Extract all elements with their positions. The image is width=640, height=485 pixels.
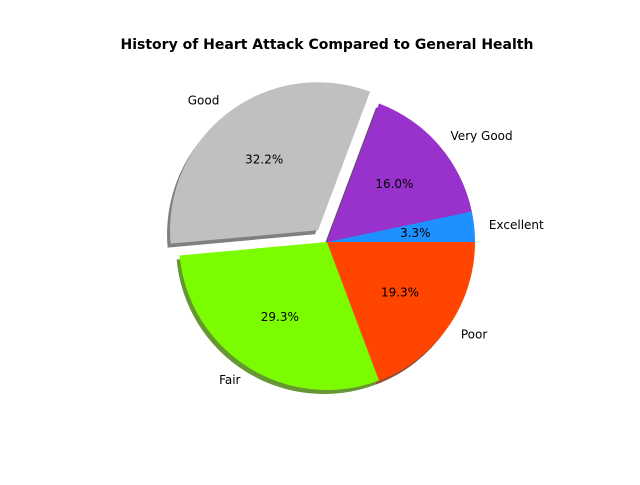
slice-label-fair: Fair: [219, 373, 240, 387]
pie-slice-good: [170, 82, 371, 244]
slice-labels: Excellent 3.3% Very Good 16.0% Good 32.2% Fair…: [188, 94, 544, 387]
chart-title: History of Heart Attack Compared to Gene…: [121, 37, 534, 53]
slice-label-good: Good: [188, 94, 220, 108]
slice-label-very-good: Very Good: [451, 129, 513, 143]
slice-percent-excellent: 3.3%: [400, 226, 431, 240]
pie-slice-very-good: [327, 103, 472, 242]
pie-slices: [170, 82, 475, 390]
slice-label-poor: Poor: [461, 328, 487, 342]
pie-slice-poor: [327, 242, 475, 381]
slice-percent-good: 32.2%: [245, 153, 283, 167]
pie-slice-fair: [179, 242, 380, 390]
slice-label-excellent: Excellent: [489, 218, 544, 232]
slice-percent-very-good: 16.0%: [375, 177, 413, 191]
slice-percent-fair: 29.3%: [261, 310, 299, 324]
slice-percent-poor: 19.3%: [381, 286, 419, 300]
pie-slice-excellent: [327, 211, 475, 242]
